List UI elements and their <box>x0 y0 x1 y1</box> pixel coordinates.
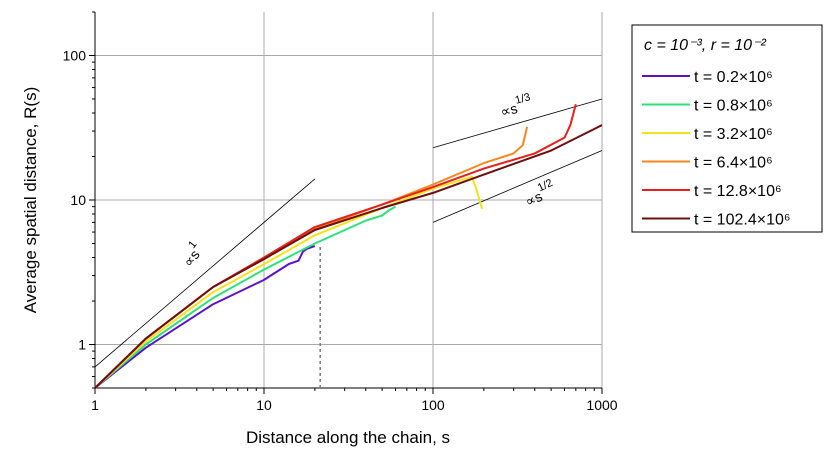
x-tick-label: 1000 <box>586 397 617 413</box>
annotation: ∝s1 <box>176 239 207 270</box>
annotation: ∝s1/2 <box>520 177 558 210</box>
legend-label: t = 12.8×10⁶ <box>694 183 782 200</box>
legend-label: t = 102.4×10⁶ <box>694 212 790 229</box>
reference-line <box>94 178 316 368</box>
x-tick-label: 1 <box>91 397 99 413</box>
annotation-text: ∝s <box>499 100 520 120</box>
series-line <box>94 124 603 389</box>
legend-label: t = 0.8×10⁶ <box>694 98 773 115</box>
x-axis-title: Distance along the chain, s <box>246 428 450 447</box>
annotation: ∝s1/3 <box>497 91 534 120</box>
series-line <box>94 245 316 389</box>
y-axis-title: Average spatial distance, R(s) <box>21 87 40 313</box>
series-line <box>94 175 483 389</box>
legend-title: c = 10⁻³, r = 10⁻² <box>644 37 767 54</box>
annotation-exponent: 1/2 <box>536 177 555 194</box>
y-tick-label: 1 <box>78 337 86 353</box>
x-tick-label: 100 <box>421 397 445 413</box>
y-tick-label: 10 <box>70 192 86 208</box>
series-line <box>94 103 577 389</box>
reference-line <box>432 98 603 149</box>
series-line <box>94 126 528 389</box>
legend-label: t = 0.2×10⁶ <box>694 69 773 86</box>
annotation-text: ∝s <box>523 188 545 210</box>
annotation-exponent: 1/3 <box>514 91 532 107</box>
legend-label: t = 3.2×10⁶ <box>694 126 773 143</box>
y-tick-label: 100 <box>63 47 87 63</box>
annotation-text: ∝s <box>180 247 203 270</box>
legend-box <box>631 24 823 233</box>
legend-label: t = 6.4×10⁶ <box>694 155 773 172</box>
series-line <box>94 205 396 389</box>
x-tick-label: 10 <box>256 397 272 413</box>
reference-line <box>432 150 603 223</box>
